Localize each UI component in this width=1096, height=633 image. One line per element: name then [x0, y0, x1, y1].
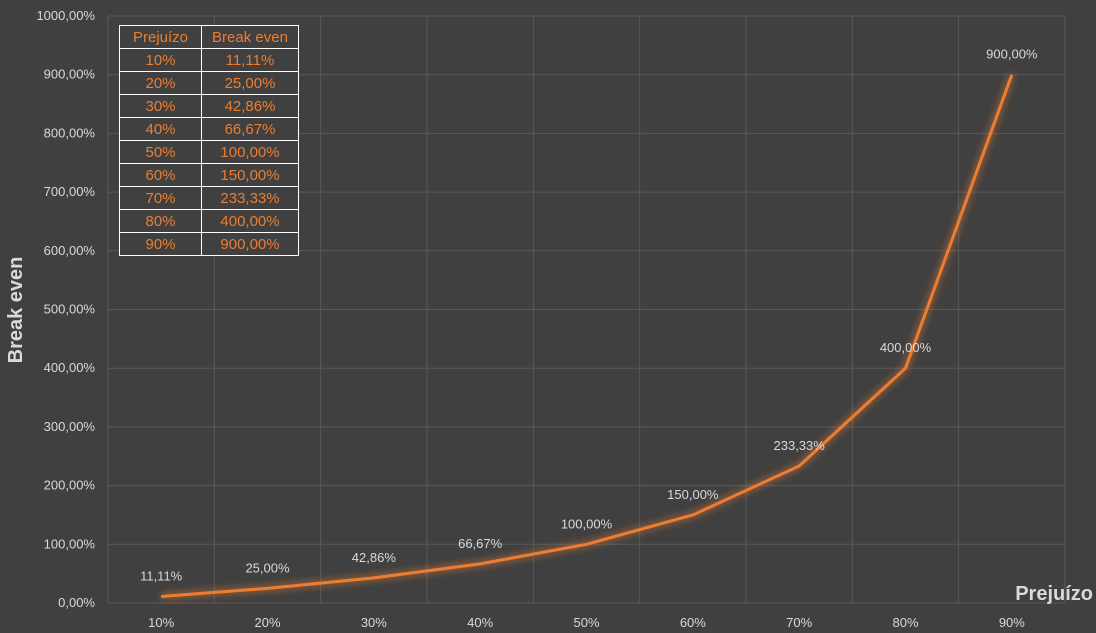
table-cell: 66,67%: [201, 117, 299, 141]
table-cell: 233,33%: [201, 186, 299, 210]
data-label: 900,00%: [986, 47, 1038, 62]
table-header-cell: Prejuízo: [119, 25, 202, 49]
table-cell: 400,00%: [201, 209, 299, 233]
data-table: Prejuízo Break even 10% 11,11% 20% 25,00% …: [119, 25, 299, 256]
x-axis-title: Prejuízo: [1015, 583, 1093, 605]
table-row: 40% 66,67%: [119, 117, 299, 141]
table-header-cell: Break even: [201, 25, 299, 49]
table-cell: 40%: [119, 117, 202, 141]
table-row: 90% 900,00%: [119, 232, 299, 256]
data-labels: 11,11%25,00%42,86%66,67%100,00%150,00%23…: [140, 47, 1038, 584]
table-row: 50% 100,00%: [119, 140, 299, 164]
table-row: 30% 42,86%: [119, 94, 299, 118]
x-tick-label: 90%: [999, 615, 1025, 630]
table-cell: 90%: [119, 232, 202, 256]
x-tick-label: 80%: [892, 615, 918, 630]
table-row: 20% 25,00%: [119, 71, 299, 95]
table-cell: 42,86%: [201, 94, 299, 118]
x-tick-label: 10%: [148, 615, 174, 630]
table-row: 70% 233,33%: [119, 186, 299, 210]
data-label: 66,67%: [458, 536, 503, 551]
table-cell: 70%: [119, 186, 202, 210]
table-cell: 50%: [119, 140, 202, 164]
y-tick-label: 500,00%: [44, 302, 96, 317]
table-cell: 30%: [119, 94, 202, 118]
y-tick-label: 900,00%: [44, 67, 96, 82]
table-cell: 900,00%: [201, 232, 299, 256]
y-tick-label: 700,00%: [44, 184, 96, 199]
y-tick-label: 100,00%: [44, 536, 96, 551]
table-cell: 150,00%: [201, 163, 299, 187]
data-label: 150,00%: [667, 487, 719, 502]
x-tick-label: 70%: [786, 615, 812, 630]
y-tick-label: 800,00%: [44, 125, 96, 140]
y-tick-label: 400,00%: [44, 360, 96, 375]
table-row: 60% 150,00%: [119, 163, 299, 187]
y-tick-label: 300,00%: [44, 419, 96, 434]
table-cell: 60%: [119, 163, 202, 187]
data-label: 11,11%: [140, 568, 183, 583]
data-label: 233,33%: [774, 438, 826, 453]
data-label: 42,86%: [352, 550, 397, 565]
x-tick-label: 50%: [573, 615, 599, 630]
y-axis-ticks: 0,00% 100,00% 200,00% 300,00% 400,00% 500,00%…: [36, 8, 95, 610]
y-tick-label: 1000,00%: [36, 8, 95, 23]
y-tick-label: 0,00%: [58, 595, 95, 610]
table-row: 80% 400,00%: [119, 209, 299, 233]
table-cell: 100,00%: [201, 140, 299, 164]
table-cell: 25,00%: [201, 71, 299, 95]
data-label: 100,00%: [561, 516, 613, 531]
series-line: [161, 74, 1014, 598]
table-cell: 10%: [119, 48, 202, 72]
table-cell: 20%: [119, 71, 202, 95]
x-tick-label: 60%: [680, 615, 706, 630]
x-tick-label: 40%: [467, 615, 493, 630]
data-label: 25,00%: [245, 560, 290, 575]
x-axis-ticks: 10% 20% 30% 40% 50% 60% 70% 80% 90%: [148, 615, 1025, 630]
table-row: 10% 11,11%: [119, 48, 299, 72]
y-axis-title: Break even: [5, 257, 27, 364]
table-header-row: Prejuízo Break even: [119, 25, 299, 49]
data-label: 400,00%: [880, 340, 932, 355]
series-layer: [161, 74, 1014, 598]
x-tick-label: 30%: [361, 615, 387, 630]
x-tick-label: 20%: [254, 615, 280, 630]
y-tick-label: 200,00%: [44, 478, 96, 493]
y-tick-label: 600,00%: [44, 243, 96, 258]
grid: [107, 15, 1066, 604]
table-cell: 11,11%: [201, 48, 299, 72]
table-cell: 80%: [119, 209, 202, 233]
